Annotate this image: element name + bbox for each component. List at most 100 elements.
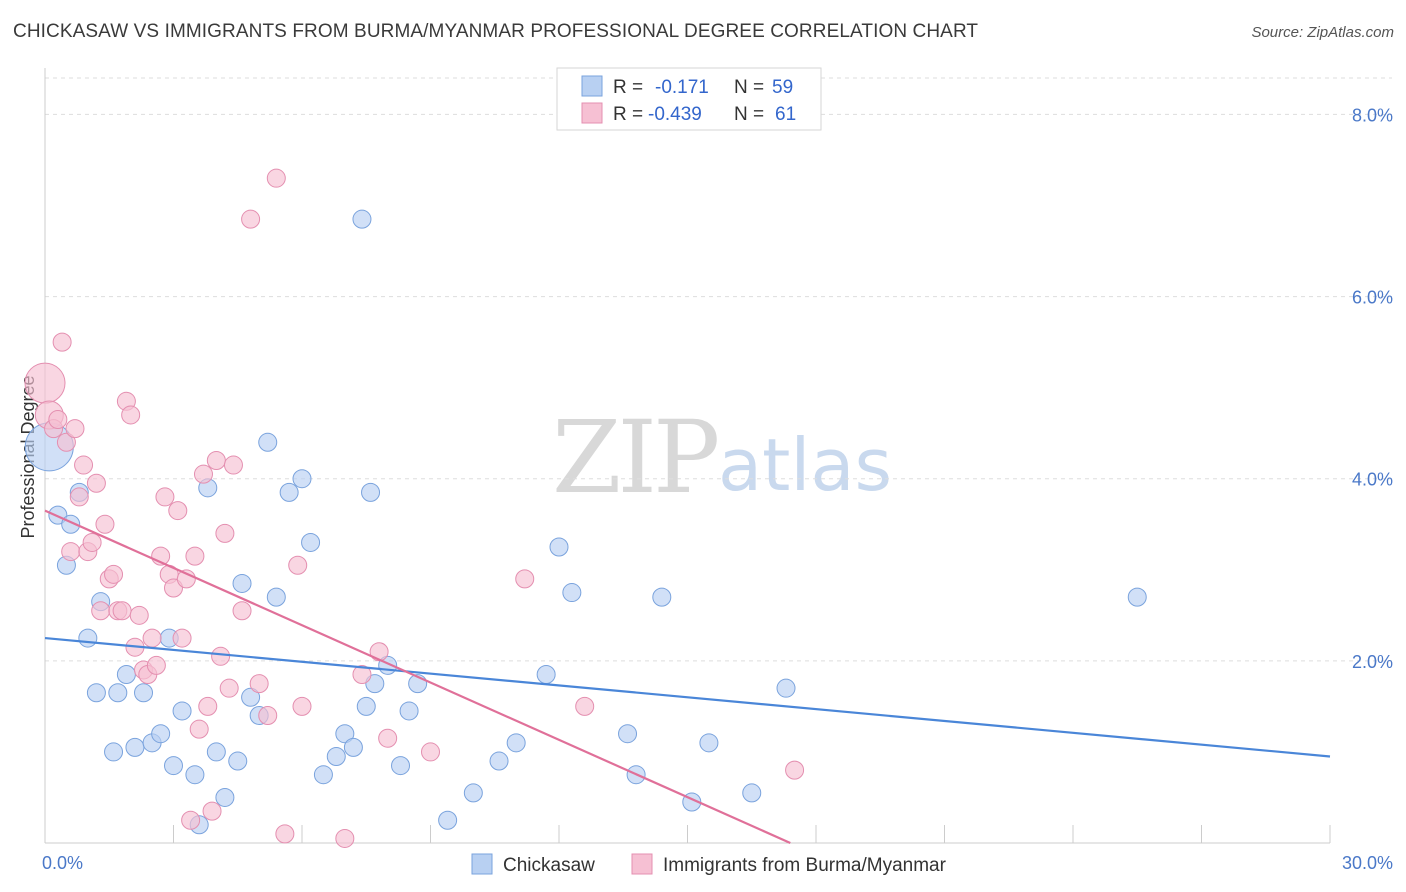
point-s0-11 <box>125 737 145 757</box>
point-s1-28 <box>155 487 175 507</box>
point-s0-41 <box>391 756 411 776</box>
point-s1-35 <box>185 546 205 566</box>
point-s1-47 <box>249 674 269 694</box>
point-s0-22 <box>215 787 235 807</box>
point-s0-17 <box>172 701 192 721</box>
point-s0-31 <box>301 532 321 552</box>
point-s1-44 <box>223 455 243 475</box>
point-s0-6 <box>86 683 106 703</box>
point-s1-20 <box>121 405 141 425</box>
point-s0-27 <box>258 432 278 452</box>
point-s0-38 <box>361 482 381 502</box>
point-s1-52 <box>292 696 312 716</box>
y-tick-labels: 2.0% 4.0% 6.0% 8.0% <box>1352 105 1393 671</box>
stats-legend-swatch-burma <box>581 102 603 124</box>
trend-line-1 <box>44 509 791 845</box>
point-s0-32 <box>313 765 333 785</box>
x-tick-labels: 0.0% 30.0% <box>42 853 1393 873</box>
point-s1-12 <box>86 473 106 493</box>
point-s0-18 <box>185 765 205 785</box>
gridlines <box>45 77 1392 662</box>
point-s1-50 <box>275 824 295 844</box>
point-s0-53 <box>652 587 672 607</box>
point-s1-6 <box>61 542 81 562</box>
point-s1-46 <box>241 209 261 229</box>
point-s1-13 <box>91 601 111 621</box>
point-s1-31 <box>168 501 188 521</box>
point-s0-23 <box>228 751 248 771</box>
stats-legend-n-label-1: N = <box>734 77 764 98</box>
point-s0-8 <box>104 742 124 762</box>
watermark-zip: ZIP <box>552 399 717 516</box>
point-s1-56 <box>378 728 398 748</box>
point-s1-3 <box>48 410 68 430</box>
point-s1-43 <box>219 678 239 698</box>
point-s0-30 <box>292 469 312 489</box>
point-s0-58 <box>1127 587 1147 607</box>
x-tick-label-0: 0.0% <box>42 853 83 873</box>
point-s0-36 <box>352 209 372 229</box>
point-s0-12 <box>134 683 154 703</box>
point-s0-34 <box>335 724 355 744</box>
point-s0-25 <box>241 687 261 707</box>
stats-legend-n-value-1: 59 <box>772 77 793 98</box>
point-s1-22 <box>129 605 149 625</box>
stats-legend: R = -0.171 N = 59 R = -0.439 N = 61 <box>556 67 822 131</box>
point-s1-7 <box>65 419 85 439</box>
point-s0-29 <box>279 482 299 502</box>
point-s1-30 <box>164 578 183 598</box>
point-s1-16 <box>104 564 124 584</box>
point-s0-57 <box>776 678 796 698</box>
y-tick-label-1: 4.0% <box>1352 470 1393 490</box>
point-s1-11 <box>82 532 102 552</box>
point-s1-4 <box>52 332 72 352</box>
point-s1-34 <box>181 810 201 830</box>
point-s1-51 <box>288 555 308 575</box>
point-s1-38 <box>198 696 218 716</box>
point-s0-45 <box>463 783 483 803</box>
watermark: ZIP atlas <box>552 399 892 516</box>
series-legend-label-chickasaw: Chickasaw <box>503 855 595 876</box>
point-s0-14 <box>151 724 171 744</box>
stats-legend-r-label-1: R = <box>613 77 643 98</box>
point-s0-42 <box>399 701 419 721</box>
point-s1-14 <box>95 514 115 534</box>
point-s1-59 <box>575 696 595 716</box>
data-points <box>24 168 1147 848</box>
point-s0-55 <box>699 733 719 753</box>
stats-legend-r-label-2: R = <box>613 104 643 125</box>
point-s1-58 <box>515 569 535 589</box>
point-s0-39 <box>365 674 385 694</box>
stats-legend-swatch-chickasaw <box>581 75 603 97</box>
point-s1-33 <box>176 569 196 589</box>
point-s1-60 <box>785 760 805 780</box>
watermark-atlas: atlas <box>718 423 892 507</box>
point-s1-0 <box>24 362 66 404</box>
stats-legend-n-label-2: N = <box>734 104 764 125</box>
point-s1-32 <box>172 628 192 648</box>
point-s0-37 <box>356 696 376 716</box>
point-s1-54 <box>352 665 372 685</box>
point-s1-8 <box>69 487 89 507</box>
point-s0-48 <box>536 665 556 685</box>
point-s1-41 <box>211 646 231 666</box>
point-s1-49 <box>266 168 286 188</box>
point-s0-51 <box>618 724 638 744</box>
point-s0-56 <box>742 783 762 803</box>
point-s1-39 <box>202 801 222 821</box>
point-s0-10 <box>116 665 136 685</box>
point-s1-45 <box>232 601 252 621</box>
point-s0-50 <box>562 583 582 603</box>
point-s1-57 <box>421 742 440 762</box>
point-s1-37 <box>193 464 213 484</box>
point-s0-46 <box>489 751 509 771</box>
stats-legend-n-value-2: 61 <box>775 104 796 125</box>
point-s0-21 <box>206 742 226 762</box>
point-s1-48 <box>258 706 278 725</box>
stats-legend-r-value-1: -0.171 <box>655 77 709 98</box>
point-s0-47 <box>506 733 526 753</box>
point-s0-44 <box>438 810 458 830</box>
point-s0-35 <box>343 737 363 757</box>
point-s1-9 <box>74 455 94 475</box>
